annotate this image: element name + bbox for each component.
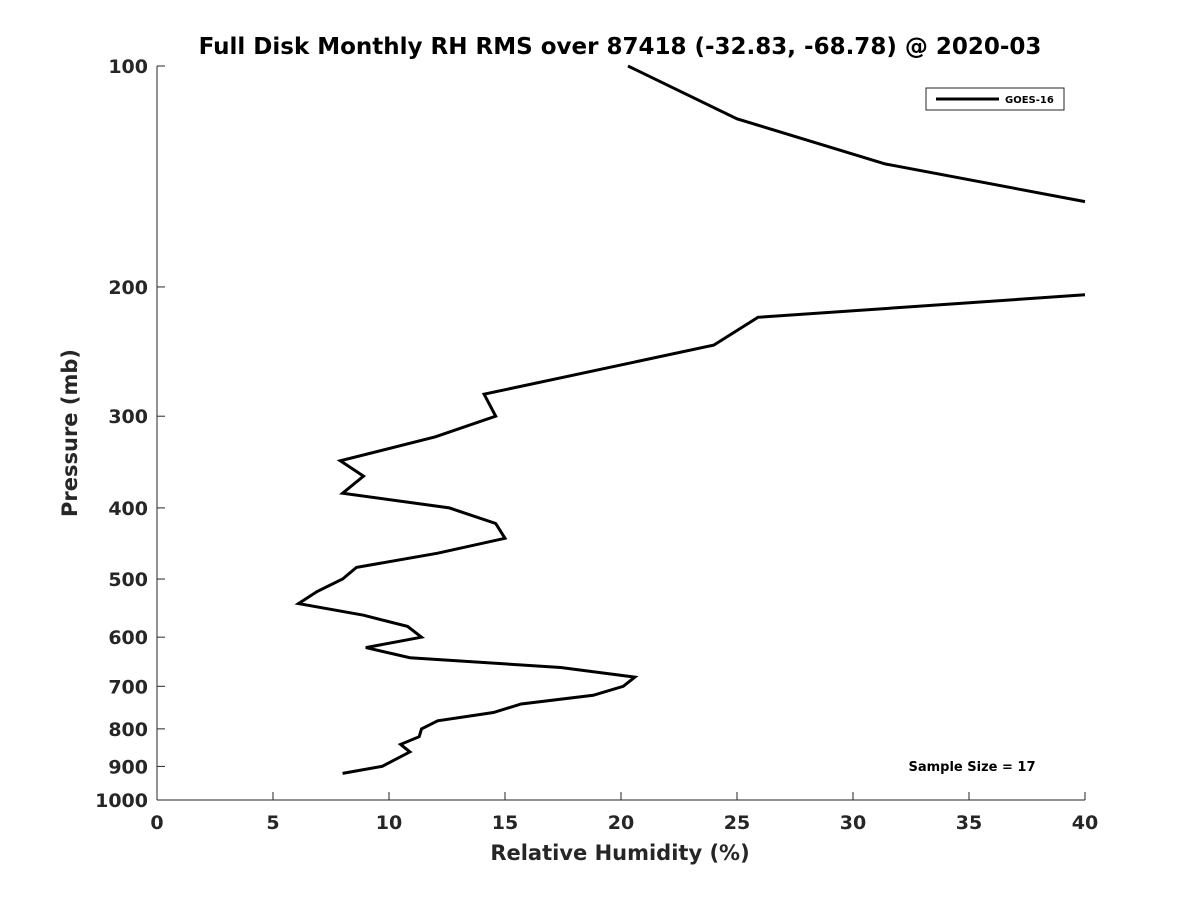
x-tick-label-20: 20: [608, 812, 634, 834]
sample-size-annotation: Sample Size = 17: [908, 760, 1035, 775]
x-axis-label: Relative Humidity (%): [490, 841, 749, 865]
y-tick-label-800: 800: [108, 719, 148, 741]
series-line-goes-16-segment-1: [627, 64, 1086, 204]
x-tick-label-35: 35: [956, 812, 982, 834]
axis-ticks: 0 5 10 15 20 25 30 35 40 100 200 300 400 500 600 700 800…: [95, 56, 1098, 834]
x-tick-label-0: 0: [150, 812, 163, 834]
y-tick-label-100: 100: [108, 56, 148, 78]
y-axis-label: Pressure (mb): [58, 349, 82, 517]
y-tick-label-600: 600: [108, 627, 148, 649]
y-tick-label-900: 900: [108, 756, 148, 778]
legend-label-goes-16: GOES-16: [1005, 95, 1054, 106]
chart-title: Full Disk Monthly RH RMS over 87418 (-32…: [199, 34, 1042, 60]
x-tick-label-15: 15: [492, 812, 518, 834]
y-tick-label-700: 700: [108, 676, 148, 698]
x-tick-label-40: 40: [1072, 812, 1098, 834]
y-tick-label-400: 400: [108, 498, 148, 520]
x-tick-label-10: 10: [376, 812, 402, 834]
x-tick-label-5: 5: [266, 812, 279, 834]
data-series: [294, 64, 1086, 775]
legend: GOES-16: [925, 87, 1065, 111]
y-tick-label-500: 500: [108, 569, 148, 591]
y-tick-label-1000: 1000: [95, 790, 148, 812]
y-tick-label-300: 300: [108, 406, 148, 428]
x-tick-label-25: 25: [724, 812, 750, 834]
x-tick-label-30: 30: [840, 812, 866, 834]
y-tick-label-200: 200: [108, 277, 148, 299]
series-line-goes-16-segment-2: [294, 293, 1086, 775]
